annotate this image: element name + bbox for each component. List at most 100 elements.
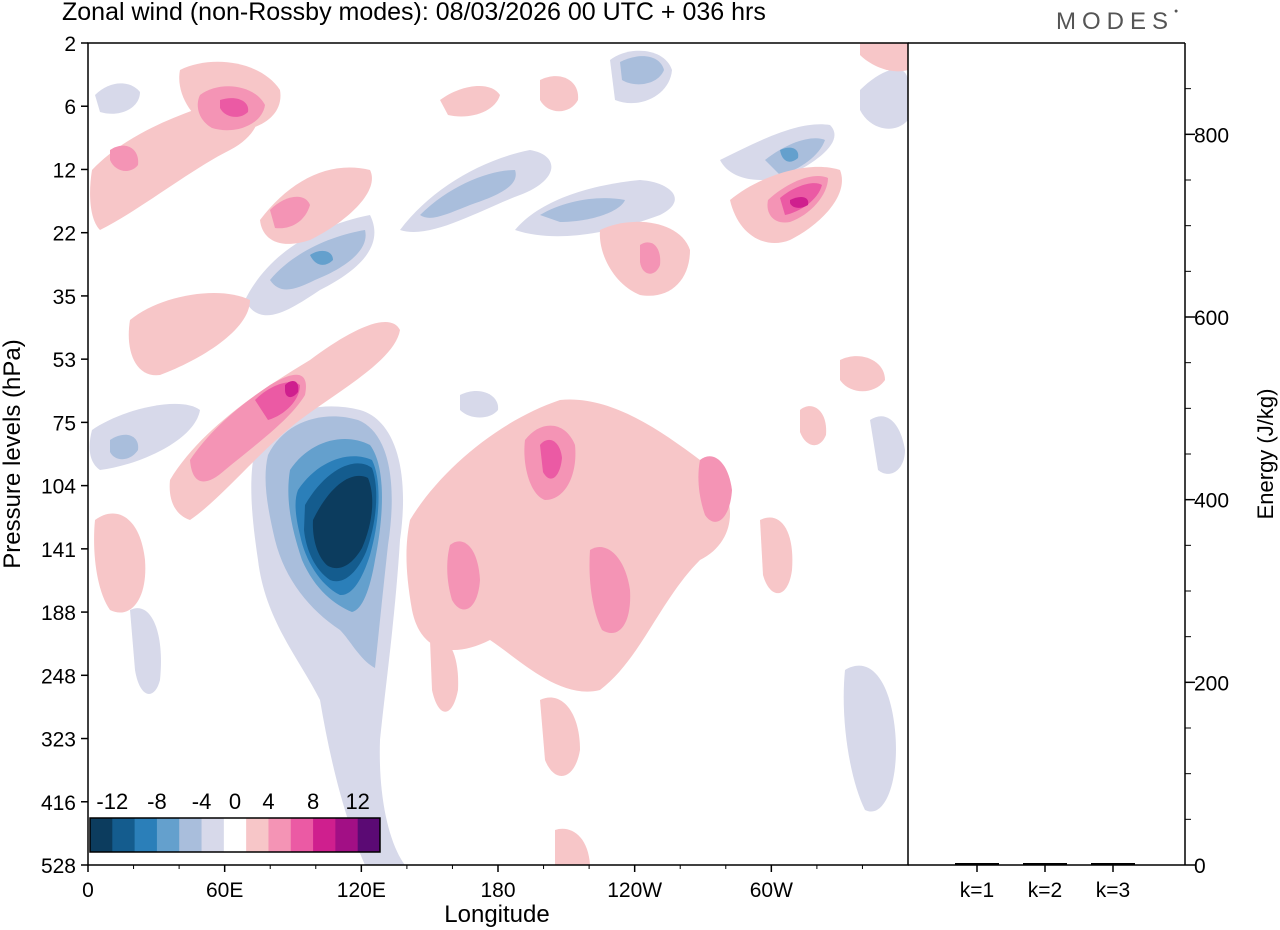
contour-left-band-peak [285, 380, 299, 398]
y-tick-label: 75 [53, 412, 76, 435]
contour-far-east-mid [870, 416, 905, 474]
chart-title: Zonal wind (non-Rossby modes): 08/03/202… [62, 0, 766, 26]
y-tick-label: 53 [53, 349, 76, 372]
contour-lower-left [94, 513, 146, 613]
x-axis: 0 60E 120E 180 120W 60W [82, 865, 863, 902]
energy-y-axis: 0 200 400 600 800 [1185, 88, 1229, 878]
contour-easterly-core [312, 475, 373, 569]
contour-far-right-mid [840, 356, 885, 392]
contour-bottom [555, 828, 590, 865]
contour-upper-band-c [540, 198, 625, 222]
contour-east-upper [860, 69, 908, 129]
colorbar-label: 4 [262, 789, 274, 814]
y-tick-label: 188 [41, 602, 76, 625]
y-tick-label: 248 [41, 665, 76, 688]
contour-upper-core-b [780, 147, 799, 162]
contour-lower-west [130, 608, 161, 694]
brand-mark: ● [1174, 8, 1179, 15]
contour-upper-right-peak [790, 197, 809, 208]
brand-text: MODES [1056, 8, 1175, 35]
energy-tick-label: 200 [1194, 672, 1229, 695]
x-axis-label: Longitude [444, 901, 549, 928]
colorbar-label: -12 [96, 789, 128, 814]
energy-bar [1091, 863, 1135, 865]
x-tick-label: 120E [337, 879, 386, 902]
y-tick-label: 6 [64, 96, 76, 119]
energy-axis-label: Energy (J/kg) [1253, 389, 1278, 520]
y-tick-label: 416 [41, 792, 76, 815]
x-tick-label: 0 [82, 879, 94, 902]
y-tick-label: 528 [41, 855, 76, 878]
y-tick-label: 2 [64, 33, 76, 56]
y-tick-label: 104 [41, 476, 76, 499]
colorbar-frame [89, 817, 381, 853]
x-tick-label: 60E [206, 879, 243, 902]
contour-mid-left [128, 292, 250, 376]
contour-lower-mid-a [540, 697, 580, 777]
energy-bars: k=1 k=2 k=3 [955, 863, 1135, 902]
colorbar-label: 12 [345, 789, 369, 814]
colorbar-swatch [179, 818, 202, 852]
energy-tick-label: 600 [1194, 307, 1229, 330]
energy-tick-label: 800 [1194, 124, 1229, 147]
y-tick-label: 323 [41, 729, 76, 752]
contour-upper-middle-core [620, 56, 664, 85]
colorbar-swatch [223, 818, 247, 852]
y-tick-label: 12 [53, 159, 76, 182]
colorbar-label: 8 [307, 789, 319, 814]
energy-panel-frame [908, 42, 1186, 866]
contour-westerly-core-b [589, 546, 631, 634]
energy-category-label: k=1 [960, 879, 994, 902]
contour-level-minus-12 [312, 475, 373, 569]
energy-category-label: k=2 [1028, 879, 1062, 902]
y-tick-label: 35 [53, 286, 76, 309]
x-tick-label: 120W [607, 879, 662, 902]
colorbar-swatch [134, 818, 158, 852]
x-tick-label: 180 [480, 879, 515, 902]
x-tick-label: 60W [750, 879, 793, 902]
colorbar-label: -8 [147, 789, 167, 814]
y-tick-label: 22 [53, 223, 76, 246]
energy-bar [1023, 863, 1067, 865]
contour-upper-band-b [420, 170, 516, 218]
y-tick-label: 141 [41, 539, 76, 562]
colorbar-label: -4 [192, 789, 212, 814]
colorbar-swatch [201, 818, 225, 852]
contour-level-plus-2 [90, 43, 908, 865]
contour-mid-plot [460, 390, 499, 418]
brand-logo: MODES● [1056, 8, 1178, 36]
colorbar-swatch [90, 818, 113, 852]
y-axis: 2 6 12 22 35 53 75 104 141 188 248 323 416 528 [41, 33, 88, 878]
contour-left-upper-core [110, 145, 139, 172]
contour-upper-right-b [860, 43, 908, 72]
energy-tick-label: 0 [1194, 855, 1206, 878]
energy-bar [955, 863, 999, 865]
contour-westerly-inner-a [540, 439, 562, 479]
contour-westerly-core-c [447, 541, 480, 610]
colorbar: -12 -8 -4 0 4 8 12 [89, 789, 381, 853]
contour-westerly-core-d [698, 456, 732, 522]
contour-right-mid-b [800, 406, 827, 446]
y-axis-label: Pressure levels (hPa) [0, 339, 26, 568]
heatmap-field [88, 43, 908, 865]
contour-lower-right [760, 517, 793, 594]
contour-upper-mid-b [540, 76, 579, 112]
contour-upper-center-core [270, 196, 310, 229]
contour-upper-core-a [310, 250, 333, 265]
colorbar-swatch [268, 818, 292, 852]
contour-upper-mid-core [640, 242, 661, 274]
contour-upper-left-inner [220, 98, 249, 117]
contour-westerly-band-left [169, 321, 400, 520]
colorbar-swatch [313, 818, 336, 852]
contour-westerly-band-large [406, 399, 730, 692]
energy-category-label: k=3 [1096, 879, 1130, 902]
colorbar-swatch [357, 818, 381, 852]
contour-level-plus-8 [285, 197, 809, 398]
colorbar-swatch [246, 818, 269, 852]
contour-northwest-patch [95, 83, 140, 114]
contour-lower-mid-b [430, 637, 459, 712]
colorbar-swatch [335, 818, 359, 852]
contour-west-core [110, 434, 139, 460]
contour-east-lower [843, 665, 896, 812]
colorbar-swatch [290, 818, 314, 852]
